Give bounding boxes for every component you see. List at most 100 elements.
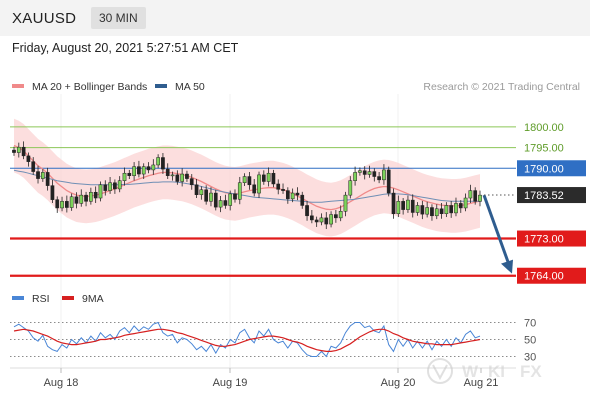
candle-body-90 <box>444 205 449 214</box>
candle-body-50 <box>252 184 257 194</box>
candle-body-83 <box>410 199 415 213</box>
candle-body-75 <box>372 171 377 177</box>
rsi-tick-1: 50 <box>524 335 536 347</box>
candle-body-76 <box>377 176 381 181</box>
candle-body-21 <box>113 182 117 190</box>
time-axis: Aug 18 Aug 19 Aug 20 Aug 21 <box>10 367 516 389</box>
svg-text:KI: KI <box>488 362 505 381</box>
candle-body-80 <box>396 201 401 214</box>
candle-body-60 <box>300 194 305 206</box>
candle-body-39 <box>199 189 204 195</box>
rsi-tick-0: 70 <box>524 318 536 330</box>
chart-datetime: Friday, August 20, 2021 5:27:51 AM CET <box>12 41 239 55</box>
candle-body-38 <box>194 184 199 195</box>
candle-body-73 <box>362 170 367 175</box>
forecast-arrow <box>482 194 513 274</box>
candle-body-77 <box>382 169 386 181</box>
candle-body-53 <box>266 172 271 182</box>
candle-body-52 <box>261 174 266 182</box>
legend-label-1: MA 50 <box>175 81 205 93</box>
candle-body-6 <box>40 172 45 179</box>
candle-body-2 <box>21 146 26 157</box>
candle-body-13 <box>74 196 79 204</box>
candle-body-8 <box>50 185 55 200</box>
candle-body-74 <box>367 171 372 175</box>
level-tag-2 <box>517 160 586 177</box>
candle-body-9 <box>55 199 60 209</box>
candle-body-11 <box>64 201 69 208</box>
svg-text:FX: FX <box>520 362 542 381</box>
candle-body-16 <box>89 191 93 202</box>
candle-body-30 <box>156 157 160 166</box>
candle-body-17 <box>93 191 98 199</box>
candle-body-84 <box>415 205 420 213</box>
candle-body-79 <box>391 192 396 214</box>
candle-body-54 <box>271 172 276 185</box>
candle-body-1 <box>16 146 21 153</box>
candle-body-14 <box>79 194 84 204</box>
time-tick-1: Aug 19 <box>213 377 248 389</box>
candle-body-35 <box>180 173 184 182</box>
candle-body-22 <box>117 180 122 190</box>
candle-body-89 <box>439 208 444 214</box>
candle-body-26 <box>137 166 141 175</box>
candle-body-0 <box>12 149 16 153</box>
candle-body-28 <box>146 166 151 171</box>
candle-body-82 <box>406 199 410 210</box>
time-tick-2: Aug 20 <box>381 377 416 389</box>
last-price-label: 1783.52 <box>524 190 564 202</box>
candle-body-94 <box>463 197 468 209</box>
candle-body-58 <box>290 192 295 200</box>
forecast-arrow-head <box>501 259 513 274</box>
candle-body-92 <box>454 203 458 214</box>
rsi-legend-label-1: 9MA <box>82 293 104 305</box>
candle-body-51 <box>257 174 261 194</box>
candle-body-49 <box>247 176 252 186</box>
candle-body-45 <box>228 193 233 206</box>
candlesticks <box>12 141 482 230</box>
candle-body-95 <box>468 190 473 199</box>
candle-body-27 <box>141 166 146 175</box>
rsi-legend: RSI 9MA <box>12 293 104 305</box>
candle-body-56 <box>281 189 285 191</box>
candle-body-20 <box>108 182 112 191</box>
candle-body-5 <box>36 171 40 179</box>
candle-body-91 <box>449 205 454 214</box>
candle-body-46 <box>233 193 237 200</box>
candle-body-65 <box>324 217 329 225</box>
candle-body-63 <box>314 219 319 223</box>
candle-body-66 <box>329 214 333 225</box>
level-labels: 1800.00 1795.00 1790.00 1773.00 1764.00 1783.… <box>484 122 586 284</box>
candle-body-78 <box>386 169 391 194</box>
candle-body-86 <box>425 207 430 215</box>
candle-body-33 <box>170 174 175 177</box>
candle-body-47 <box>237 182 242 200</box>
level-tag-3 <box>517 230 586 247</box>
rsi-tick-2: 30 <box>524 352 536 364</box>
chart-credit: Research © 2021 Trading Central <box>423 81 580 93</box>
symbol-title: XAUUSD <box>12 10 77 27</box>
candle-body-19 <box>103 184 108 191</box>
timeframe-badge[interactable]: 30 MIN <box>91 7 146 29</box>
rsi-panel: 70 50 30 <box>10 318 536 364</box>
candle-body-18 <box>98 184 103 199</box>
candle-body-97 <box>478 194 482 202</box>
candle-body-15 <box>84 194 88 202</box>
candle-body-36 <box>185 173 189 179</box>
ma50-line <box>13 169 480 203</box>
bollinger-bands <box>14 118 480 237</box>
candle-body-48 <box>242 176 247 183</box>
level-label-2: 1790.00 <box>524 163 564 175</box>
time-tick-3: Aug 21 <box>464 377 499 389</box>
level-label-0: 1800.00 <box>524 122 564 134</box>
rsi-line <box>13 321 481 358</box>
legend-label-0: MA 20 + Bollinger Bands <box>32 81 147 93</box>
candle-body-59 <box>295 192 300 196</box>
candle-body-23 <box>122 172 127 181</box>
candle-body-24 <box>127 172 132 176</box>
candle-body-43 <box>218 200 223 208</box>
chart-header: XAUUSD 30 MIN <box>0 0 590 36</box>
level-label-4: 1764.00 <box>524 271 564 283</box>
legend-swatch-0 <box>12 84 24 88</box>
candle-body-32 <box>165 168 170 176</box>
